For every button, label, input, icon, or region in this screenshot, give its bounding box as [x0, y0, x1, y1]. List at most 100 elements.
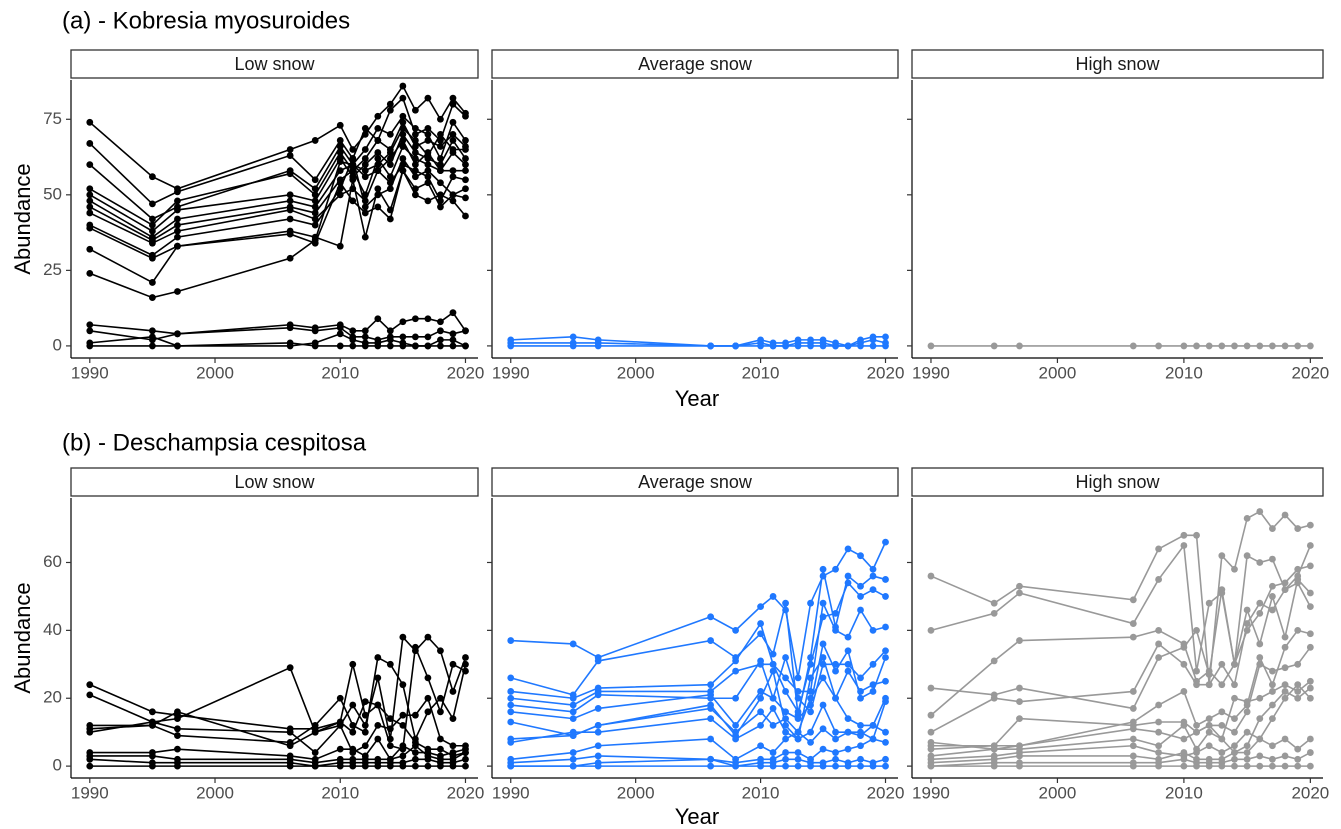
series-point [462, 212, 469, 220]
series-point [819, 565, 827, 573]
series-point [882, 623, 889, 631]
series-point [782, 342, 789, 350]
series-point [569, 694, 577, 702]
series-point [174, 708, 181, 716]
series-point [1218, 586, 1226, 594]
series-point [507, 342, 515, 350]
series-point [1269, 688, 1276, 695]
series-point [386, 155, 394, 162]
facet-strip [491, 467, 899, 497]
series-point [807, 708, 814, 716]
series-point [1180, 542, 1188, 549]
series-point [336, 179, 344, 187]
y-tick-label: 50 [43, 184, 62, 203]
series-point [386, 161, 394, 169]
series-point [399, 681, 407, 689]
series-point [857, 552, 864, 560]
series-point [1231, 762, 1238, 770]
series-point [507, 738, 515, 746]
y-tick-label: 0 [53, 756, 62, 775]
series-point [1155, 640, 1162, 648]
series-point [1269, 525, 1276, 532]
series-point [386, 660, 394, 668]
series-point [594, 721, 602, 729]
series-point [844, 660, 852, 668]
series-line [930, 565, 1311, 710]
series-point [174, 745, 181, 753]
series-point [361, 203, 369, 211]
series-point [1269, 342, 1276, 350]
series-point [1129, 342, 1137, 350]
series-point [769, 342, 777, 350]
series-point [857, 674, 864, 682]
facet-label: Average snow [638, 54, 753, 74]
series-point [869, 721, 877, 729]
series-point [782, 599, 789, 607]
series-line [89, 168, 466, 260]
series-line [510, 650, 887, 714]
series-point [927, 728, 935, 736]
series-point [336, 143, 344, 150]
series-point [782, 735, 789, 743]
series-point [990, 762, 998, 770]
series-point [707, 755, 715, 763]
series-point [361, 233, 369, 241]
series-point [1243, 742, 1251, 750]
series-point [462, 176, 469, 184]
x-tick-label: 2010 [321, 363, 359, 382]
series-point [782, 708, 789, 716]
series-point [1155, 742, 1162, 750]
series-point [782, 715, 789, 723]
series-point [174, 288, 181, 295]
series-point [882, 576, 889, 583]
series-point [311, 749, 319, 756]
series-point [349, 336, 357, 344]
series-point [819, 660, 827, 668]
series-point [1155, 545, 1162, 553]
series-point [311, 762, 319, 770]
series-point [769, 749, 777, 756]
series-point [1306, 589, 1314, 597]
series-point [149, 227, 156, 235]
series-point [1193, 749, 1200, 756]
series-point [149, 173, 156, 181]
series-line [510, 641, 887, 727]
series-point [174, 188, 181, 196]
series-point [1129, 742, 1137, 750]
series-point [424, 197, 432, 205]
series-point [1016, 637, 1023, 644]
series-point [832, 667, 839, 675]
series-point [1269, 681, 1276, 689]
series-point [1205, 599, 1213, 607]
series-point [507, 688, 515, 695]
series-line [89, 96, 467, 205]
series-point [424, 674, 432, 682]
x-tick-label: 2020 [447, 783, 485, 802]
x-tick-label: 2020 [867, 783, 905, 802]
x-tick-label: 2000 [617, 783, 655, 802]
facet-series [507, 333, 889, 350]
series-point [990, 342, 998, 350]
series-point [336, 149, 344, 156]
series-point [1155, 718, 1162, 726]
series-point [819, 342, 827, 350]
series-point [732, 342, 739, 350]
series-point [819, 654, 827, 661]
series-point [437, 327, 444, 335]
series-point [990, 745, 998, 753]
series-point [462, 194, 469, 202]
series-line [510, 541, 887, 679]
y-axis-title: Abundance [10, 163, 35, 274]
series-point [844, 667, 852, 675]
series-point [1155, 576, 1162, 583]
series-point [1256, 609, 1264, 617]
series-point [149, 327, 156, 335]
series-point [374, 149, 382, 156]
series-point [882, 677, 889, 685]
series-point [807, 694, 814, 702]
series-point [1193, 681, 1200, 689]
series-point [1205, 762, 1213, 770]
series-point [411, 161, 419, 169]
series-point [1218, 552, 1226, 560]
